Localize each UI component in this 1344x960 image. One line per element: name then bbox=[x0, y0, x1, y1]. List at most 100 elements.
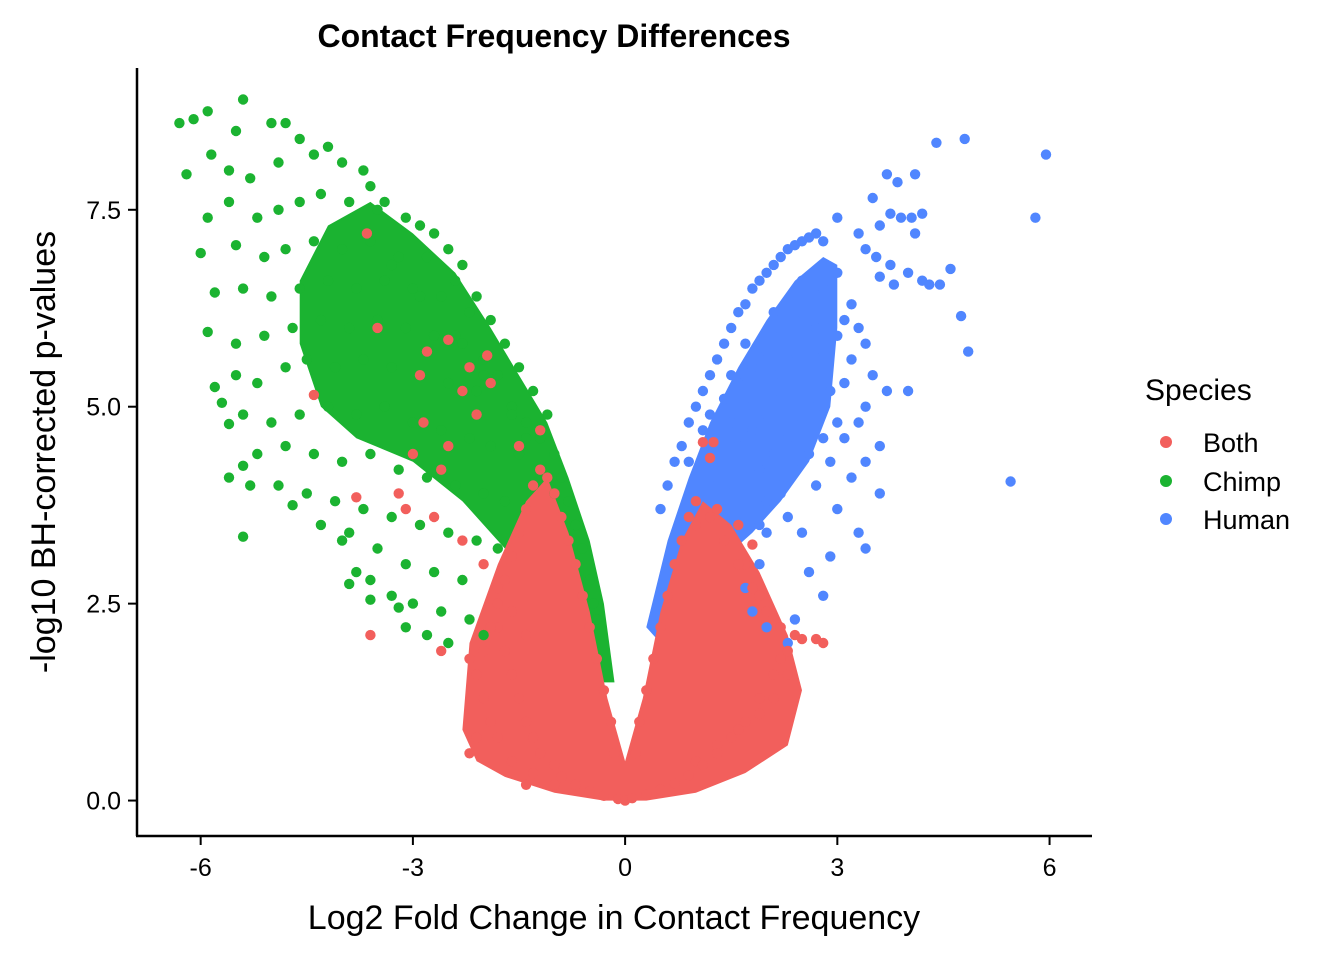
point-chimp bbox=[450, 275, 461, 286]
point-human bbox=[768, 448, 779, 460]
point-chimp bbox=[556, 472, 567, 483]
point-chimp bbox=[379, 196, 390, 208]
point-human bbox=[768, 259, 779, 271]
point-chimp bbox=[471, 291, 482, 302]
point-both bbox=[400, 503, 411, 515]
point-chimp bbox=[365, 181, 376, 192]
point-human bbox=[740, 511, 751, 523]
point-chimp bbox=[280, 362, 291, 373]
point-both bbox=[436, 464, 447, 475]
point-human bbox=[832, 267, 843, 278]
point-both bbox=[308, 389, 320, 401]
point-chimp bbox=[485, 314, 496, 326]
point-human bbox=[803, 566, 815, 578]
point-chimp bbox=[428, 330, 440, 341]
y-tick-label: 2.5 bbox=[86, 591, 121, 619]
point-both bbox=[704, 511, 716, 523]
point-human bbox=[832, 417, 843, 428]
point-chimp bbox=[280, 117, 291, 129]
point-chimp bbox=[252, 377, 263, 389]
point-chimp bbox=[400, 559, 411, 570]
point-both bbox=[499, 645, 511, 657]
point-chimp bbox=[393, 251, 404, 263]
point-chimp bbox=[520, 417, 532, 428]
point-both bbox=[669, 559, 680, 570]
point-human bbox=[846, 472, 857, 483]
point-chimp bbox=[237, 531, 249, 542]
point-human bbox=[832, 330, 843, 341]
point-human bbox=[704, 370, 716, 381]
point-both bbox=[598, 790, 610, 801]
point-human bbox=[796, 417, 808, 428]
point-chimp bbox=[570, 519, 581, 531]
point-chimp bbox=[315, 314, 327, 326]
point-both bbox=[648, 653, 659, 664]
point-human bbox=[825, 456, 836, 467]
point-human bbox=[803, 448, 815, 460]
point-chimp bbox=[294, 196, 305, 208]
point-chimp bbox=[400, 212, 411, 223]
point-chimp bbox=[471, 385, 482, 397]
point-both bbox=[704, 452, 716, 464]
point-chimp bbox=[358, 165, 369, 176]
point-chimp bbox=[216, 397, 228, 408]
point-chimp bbox=[372, 204, 383, 215]
point-both bbox=[464, 748, 475, 759]
point-human bbox=[881, 385, 893, 397]
point-both bbox=[570, 559, 581, 570]
point-human bbox=[782, 433, 793, 444]
point-both bbox=[598, 685, 610, 696]
point-chimp bbox=[223, 165, 235, 176]
point-both bbox=[711, 740, 723, 751]
point-both bbox=[577, 590, 588, 601]
point-chimp bbox=[588, 598, 599, 609]
point-chimp bbox=[478, 488, 489, 499]
point-chimp bbox=[478, 370, 489, 381]
point-human bbox=[885, 259, 896, 271]
point-both bbox=[527, 767, 539, 779]
point-both bbox=[520, 503, 532, 515]
point-chimp bbox=[443, 637, 454, 649]
point-chimp bbox=[209, 287, 220, 298]
point-chimp bbox=[428, 566, 440, 578]
x-axis-title: Log2 Fold Change in Contact Frequency bbox=[308, 899, 920, 937]
point-chimp bbox=[372, 314, 383, 326]
point-human bbox=[860, 244, 871, 255]
point-human bbox=[697, 425, 709, 436]
point-both bbox=[464, 362, 475, 373]
point-chimp bbox=[450, 480, 461, 491]
point-human bbox=[761, 267, 772, 278]
point-human bbox=[718, 338, 730, 349]
point-both bbox=[421, 346, 433, 357]
point-chimp bbox=[273, 157, 284, 168]
point-chimp bbox=[322, 141, 334, 152]
x-tick-label: 6 bbox=[1043, 854, 1057, 882]
point-human bbox=[860, 338, 871, 349]
point-human bbox=[874, 440, 885, 452]
point-chimp bbox=[457, 259, 468, 271]
point-human bbox=[761, 527, 772, 538]
point-chimp bbox=[499, 496, 511, 507]
point-human bbox=[874, 271, 885, 282]
point-human bbox=[874, 488, 885, 499]
point-both bbox=[697, 437, 709, 448]
point-chimp bbox=[386, 590, 397, 601]
point-chimp bbox=[230, 125, 242, 137]
point-chimp bbox=[301, 488, 312, 499]
point-chimp bbox=[436, 291, 447, 302]
point-human bbox=[754, 385, 765, 397]
point-chimp bbox=[223, 418, 235, 430]
point-both bbox=[478, 645, 489, 657]
point-human bbox=[832, 503, 843, 515]
point-human bbox=[803, 299, 815, 310]
point-human bbox=[874, 220, 885, 231]
point-human bbox=[683, 417, 694, 428]
point-both bbox=[443, 440, 454, 452]
point-human bbox=[902, 385, 914, 397]
point-chimp bbox=[421, 251, 433, 263]
point-both bbox=[506, 756, 518, 767]
point-both bbox=[669, 778, 680, 789]
point-chimp bbox=[344, 527, 355, 538]
point-chimp bbox=[308, 236, 320, 247]
